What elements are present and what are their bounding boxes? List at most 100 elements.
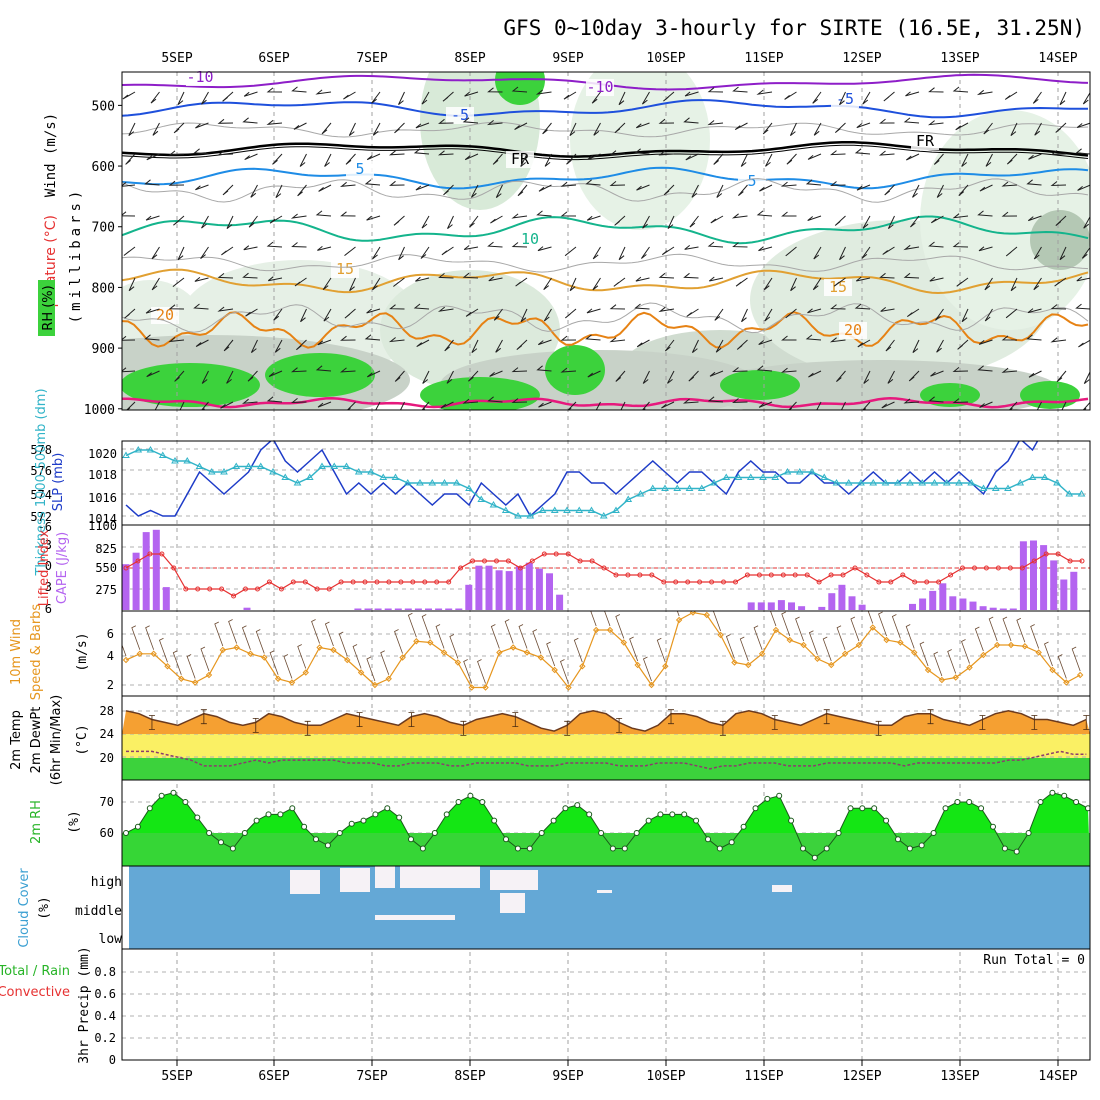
lifted-index-point bbox=[876, 579, 882, 585]
wind-speed-point bbox=[523, 649, 531, 656]
lifted-index-point bbox=[183, 586, 189, 592]
day-label-top: 11SEP bbox=[744, 51, 783, 66]
wind-barb bbox=[708, 276, 724, 282]
wind-speed-point bbox=[828, 661, 835, 669]
thickness-point bbox=[428, 479, 437, 486]
wind-barb bbox=[195, 339, 209, 347]
surface-wind-barb bbox=[604, 611, 611, 627]
wind-barb bbox=[978, 246, 993, 252]
wind-barb bbox=[908, 370, 920, 382]
surface-wind-barb bbox=[269, 650, 279, 675]
lifted-index-point bbox=[374, 579, 380, 585]
cape-bar bbox=[162, 587, 170, 610]
wind-barb bbox=[487, 87, 503, 93]
lifted-index-point bbox=[995, 565, 1001, 571]
upper-ylabel-wind: Wind (m/s) bbox=[43, 113, 59, 197]
surface-wind-barb bbox=[352, 644, 362, 669]
wind-barb bbox=[829, 150, 846, 156]
rh-point bbox=[194, 814, 201, 821]
cape-bar bbox=[122, 564, 130, 610]
cloud-ylabel-unit: (%) bbox=[37, 896, 52, 919]
wind-barb bbox=[200, 246, 209, 259]
temp-minmax-bar bbox=[512, 712, 519, 727]
cape-bar bbox=[515, 566, 523, 610]
wind-speed-point bbox=[371, 681, 379, 689]
thickness-point bbox=[857, 479, 865, 486]
wind-speed-point bbox=[468, 684, 475, 691]
wind-speed-point bbox=[330, 646, 337, 654]
cape-bar bbox=[354, 608, 362, 610]
wind-barb bbox=[880, 307, 895, 312]
lifted-index-point bbox=[936, 579, 942, 585]
isotherm-label: 10 bbox=[521, 230, 539, 248]
wind-barb bbox=[732, 86, 748, 93]
wind-barb bbox=[294, 277, 307, 287]
wind-barb bbox=[691, 184, 699, 198]
temp-minmax-bar bbox=[1083, 715, 1090, 730]
thickness-point bbox=[624, 495, 633, 502]
wind-barb bbox=[691, 339, 699, 353]
rh-point bbox=[764, 795, 771, 802]
wind-speed-point bbox=[786, 636, 793, 644]
day-label-bottom: 11SEP bbox=[744, 1069, 783, 1084]
rh-point bbox=[657, 811, 664, 818]
rh-point bbox=[681, 811, 688, 818]
wind-barb bbox=[343, 91, 356, 100]
thickness-point bbox=[844, 479, 853, 486]
wind-barb bbox=[193, 148, 209, 155]
cape-bar bbox=[414, 608, 422, 610]
wind-barb bbox=[882, 246, 895, 255]
wind-barb bbox=[856, 184, 871, 191]
wind-speed-point bbox=[966, 664, 973, 671]
day-label-bottom: 6SEP bbox=[258, 1069, 289, 1084]
wind-barb bbox=[345, 153, 356, 165]
wind-speed-point bbox=[800, 641, 807, 649]
temp-ylabel-a: 2m Temp bbox=[9, 710, 24, 770]
wind-barb bbox=[1028, 370, 1042, 378]
wind-barb bbox=[862, 215, 871, 229]
rh-high-region bbox=[265, 353, 375, 397]
wind-barb bbox=[836, 370, 846, 382]
thickness-point bbox=[538, 506, 547, 513]
wind-barb bbox=[168, 337, 185, 343]
wind-barb bbox=[398, 91, 405, 105]
wind-barb bbox=[511, 242, 528, 248]
surface-wind-barb bbox=[504, 619, 514, 644]
surface-wind-barb bbox=[421, 614, 431, 639]
surface-wind-barb bbox=[297, 644, 307, 669]
temp-minmax-bar bbox=[460, 720, 467, 736]
thickness-point bbox=[918, 479, 927, 486]
wind-barb bbox=[177, 91, 185, 105]
wind-barb bbox=[930, 215, 944, 224]
rh-point bbox=[431, 830, 438, 836]
wind-barb bbox=[364, 179, 381, 186]
cape-bar bbox=[979, 606, 987, 610]
wind-speed-point bbox=[869, 624, 876, 631]
cape-bar bbox=[132, 552, 140, 610]
wind-barb bbox=[635, 276, 650, 282]
cloud-clear-patch bbox=[772, 885, 792, 892]
wind-barb bbox=[468, 370, 479, 382]
wind-barb bbox=[487, 241, 503, 248]
wind-barb bbox=[983, 122, 993, 135]
wind-barb bbox=[372, 246, 381, 260]
wind-barb bbox=[807, 308, 822, 314]
day-label-bottom: 8SEP bbox=[454, 1069, 485, 1084]
wind-barb bbox=[952, 242, 969, 248]
wind-barb bbox=[151, 246, 160, 260]
temp-minmax-bar bbox=[408, 712, 415, 727]
wind-barb bbox=[834, 215, 846, 226]
isotherm-freezing-double bbox=[122, 144, 1089, 161]
wind-speed-point bbox=[758, 650, 766, 657]
lifted-index-point bbox=[983, 565, 989, 571]
temp-ytick-label: 24 bbox=[100, 727, 114, 741]
rh-point bbox=[728, 839, 735, 846]
wind-barb bbox=[244, 153, 258, 161]
wind-barb bbox=[764, 308, 773, 322]
wind-barb bbox=[323, 308, 332, 322]
thickness-point bbox=[269, 468, 277, 475]
wind-barb bbox=[495, 184, 503, 198]
wind-barb bbox=[420, 246, 430, 259]
wind-barb bbox=[933, 153, 944, 165]
wind-barb bbox=[272, 153, 283, 165]
